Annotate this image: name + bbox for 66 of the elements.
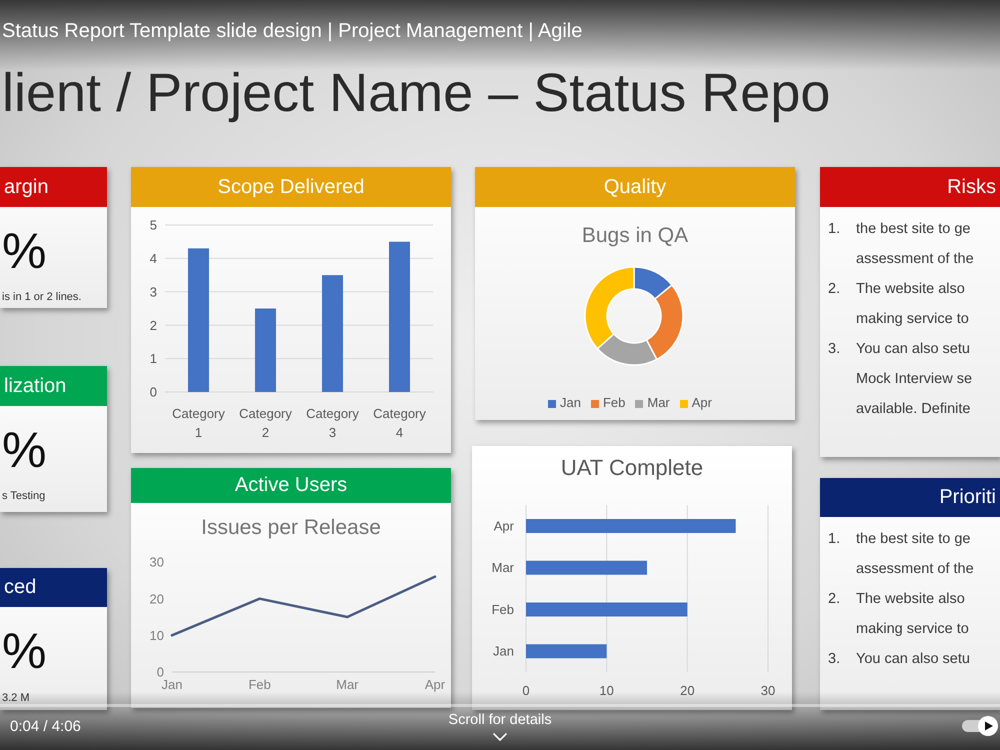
legend-label: Feb: [602, 395, 626, 410]
text: Risks: [947, 176, 996, 198]
x-tick-label: 0: [522, 683, 530, 698]
y-tick-label: 2: [150, 318, 157, 333]
chart-subtitle: Bugs in QA: [582, 224, 688, 248]
text: s Testing: [2, 490, 46, 502]
y-tick-label: 5: [150, 218, 157, 233]
y-tick-label: Mar: [492, 560, 515, 576]
y-tick-label: Apr: [494, 518, 515, 534]
text: %: [2, 223, 46, 279]
text: Prioriti: [939, 486, 996, 509]
y-tick-label: 3: [150, 284, 157, 300]
bar: [255, 308, 276, 392]
line-series: [170, 575, 436, 637]
x-tick-label: Category 2: [239, 406, 292, 440]
y-tick-label: Feb: [492, 602, 514, 617]
text: Status Report Template slide design | Project Management | Agile: [2, 20, 582, 42]
chart-title: Active Users: [234, 474, 348, 497]
bar: [389, 242, 410, 392]
text: argin: [4, 176, 48, 198]
y-tick-label: 30: [150, 554, 164, 570]
bar: [526, 519, 736, 533]
x-tick-label: Jan: [162, 677, 182, 692]
y-tick-label: 0: [156, 664, 164, 680]
text: ced: [4, 576, 36, 599]
x-tick-label: Category 1: [172, 406, 226, 440]
text: is in 1 or 2 lines.: [2, 291, 82, 303]
x-tick-label: 30: [760, 683, 776, 698]
text: %: [2, 422, 46, 478]
legend-label: Jan: [560, 395, 581, 410]
text: lient / Project Name – Status Repo: [2, 63, 830, 123]
text: 0:04 / 4:06: [10, 718, 81, 735]
x-tick-label: 10: [599, 683, 614, 698]
x-tick-label: Category 4: [373, 406, 426, 440]
text: 1. the best site to ge assessment of the: [828, 220, 974, 267]
y-tick-label: 20: [150, 591, 164, 606]
text: 2. The website also making service to: [828, 590, 969, 637]
text: 3. You can also setu: [828, 650, 970, 669]
text: Scroll for details: [448, 712, 552, 728]
text: 2. The website also making service to: [828, 280, 969, 327]
y-tick-label: Jan: [493, 644, 514, 659]
text: lization: [4, 374, 66, 398]
y-tick-label: 10: [150, 628, 164, 643]
y-tick-label: 4: [150, 251, 157, 266]
bar: [526, 644, 607, 658]
chart-title: Scope Delivered: [218, 176, 364, 198]
bar: [526, 560, 647, 575]
bar: [526, 602, 688, 616]
bar: [322, 275, 343, 392]
chart-subtitle: Issues per Release: [201, 516, 381, 540]
x-tick-label: 20: [680, 683, 695, 698]
x-tick-label: Mar: [336, 677, 360, 692]
chart-title: UAT Complete: [560, 455, 704, 481]
y-tick-label: 0: [150, 384, 157, 400]
text: 1. the best site to ge assessment of the: [828, 530, 974, 577]
chart-title: Quality: [604, 176, 666, 198]
bar: [188, 248, 209, 392]
x-tick-label: Category 3: [306, 406, 360, 440]
x-tick-label: Feb: [248, 677, 271, 692]
legend-label: Apr: [692, 395, 712, 410]
x-tick-label: Apr: [424, 677, 446, 692]
text: %: [2, 623, 46, 679]
legend-label: Mar: [647, 395, 670, 410]
y-tick-label: 1: [150, 351, 157, 366]
text: 3. You can also setu Mock Interview se available. Definite: [828, 340, 972, 417]
text: 3.2 M: [2, 692, 30, 704]
